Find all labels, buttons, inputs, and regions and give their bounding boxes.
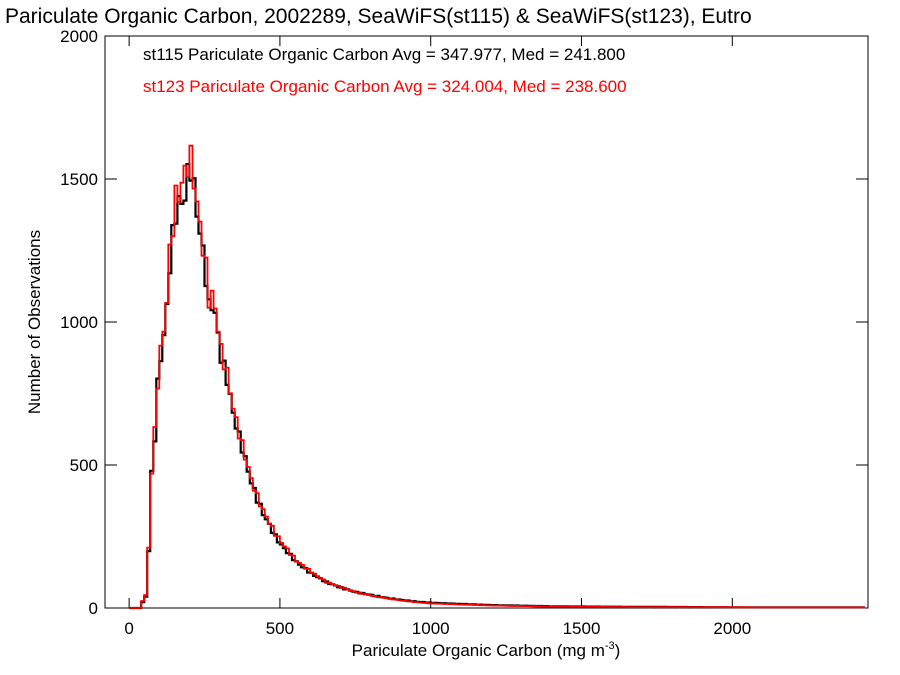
- y-tick-label: 0: [89, 599, 98, 618]
- x-tick-label: 1000: [412, 619, 450, 638]
- y-tick-label: 2000: [60, 27, 98, 46]
- x-tick-label: 0: [124, 619, 133, 638]
- y-tick-label: 1000: [60, 313, 98, 332]
- x-axis-label-superscript: -3: [605, 640, 615, 652]
- stats-line-st123: st123 Pariculate Organic Carbon Avg = 32…: [143, 77, 627, 96]
- series-layer: [129, 144, 865, 610]
- chart-title: Pariculate Organic Carbon, 2002289, SeaW…: [5, 5, 752, 28]
- x-tick-label: 1500: [563, 619, 601, 638]
- y-tick-label: 500: [70, 456, 98, 475]
- x-tick-label: 500: [266, 619, 294, 638]
- x-tick-label: 2000: [713, 619, 751, 638]
- series-line-st123: [129, 144, 865, 609]
- plot-frame: [104, 35, 869, 609]
- x-axis-label-close: ): [615, 641, 621, 660]
- x-axis: 0 500 1000 1500 2000: [124, 36, 751, 638]
- y-axis: 0 500 1000 1500 2000: [60, 27, 868, 618]
- y-axis-label: Number of Observations: [25, 230, 44, 414]
- x-axis-label: Pariculate Organic Carbon (mg m-3): [352, 640, 621, 660]
- x-axis-label-main: Pariculate Organic Carbon (mg m: [352, 641, 605, 660]
- series-line-st115: [129, 163, 865, 610]
- y-tick-label: 1500: [60, 170, 98, 189]
- stats-line-st115: st115 Pariculate Organic Carbon Avg = 34…: [143, 45, 625, 64]
